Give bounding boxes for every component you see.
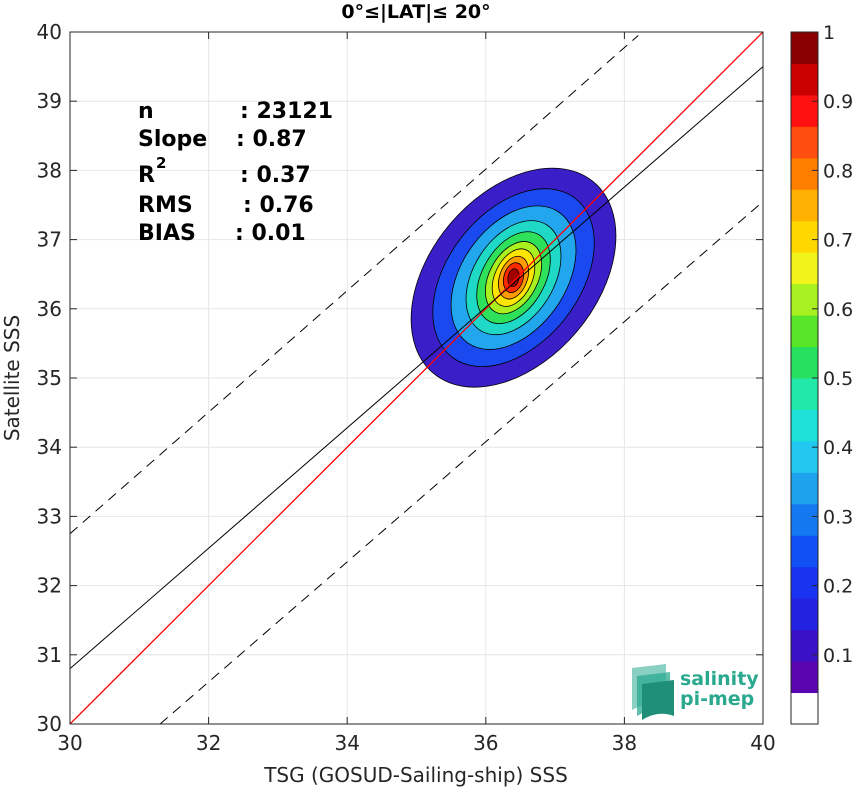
stat-r2-sup: 2	[156, 154, 166, 172]
y-tick-label: 36	[37, 297, 62, 321]
colorbar-segment	[791, 629, 818, 662]
colorbar-segment	[791, 378, 818, 410]
logo-line1: salinity	[680, 668, 759, 690]
x-axis-label: TSG (GOSUD-Sailing-ship) SSS	[263, 763, 568, 787]
colorbar-segment	[791, 315, 818, 348]
colorbar-segment	[791, 252, 818, 285]
colorbar-tick-label: 0.8	[823, 160, 853, 182]
contour-layer	[410, 167, 617, 388]
stat-n-value: : 23121	[240, 99, 333, 124]
colorbar-segment	[791, 472, 818, 505]
colorbar-tick-label: 0.5	[823, 368, 853, 390]
stat-slope-key: Slope	[138, 127, 207, 152]
y-axis-label: Satellite SSS	[0, 315, 24, 441]
grid-layer	[69, 31, 764, 725]
stat-slope-value: : 0.87	[236, 127, 307, 152]
salinity-pi-mep-logo: salinity pi-mep	[632, 664, 759, 720]
colorbar-tick-label: 0.6	[823, 299, 853, 321]
y-tick-label: 32	[37, 574, 62, 598]
regression-line	[70, 66, 763, 670]
x-tick-label: 32	[196, 731, 221, 755]
colorbar-tick-label: 0.3	[823, 506, 853, 528]
y-tick-label: 34	[37, 435, 62, 459]
colorbar-segment	[791, 409, 818, 442]
chart-title: 0°≤|LAT|≤ 20°	[341, 1, 490, 23]
x-tick-label: 38	[612, 731, 637, 755]
colorbar-segment	[791, 661, 818, 694]
colorbar-segment	[791, 189, 818, 222]
colorbar-segment	[791, 503, 818, 536]
colorbar-tick-label: 0.1	[823, 645, 853, 667]
y-tick-label: 39	[37, 89, 62, 113]
colorbar-segment	[791, 32, 818, 64]
upper-bound-dashed-line	[70, 35, 639, 535]
colorbar-tick-label: 0.4	[823, 437, 853, 459]
colorbar-segment	[791, 126, 818, 159]
colorbar: 0.1 0.2 0.3 0.4 0.5 0.6 0.7 0.8 0.9 1	[790, 22, 853, 725]
colorbar-tick-label: 0.7	[823, 230, 853, 252]
lower-bound-dashed-line	[159, 201, 763, 724]
stat-n-key: n	[138, 99, 154, 124]
colorbar-segment	[791, 566, 818, 599]
colorbar-segment	[791, 440, 818, 473]
colorbar-segment	[791, 63, 818, 96]
x-tick-label: 34	[334, 731, 359, 755]
stat-bias-key: BIAS	[138, 221, 196, 246]
identity-line	[70, 32, 763, 724]
colorbar-segment	[791, 692, 818, 725]
stat-rms-value: : 0.76	[243, 193, 314, 218]
colorbar-segment	[791, 346, 818, 379]
y-tick-label: 30	[37, 712, 62, 736]
colorbar-segment	[791, 598, 818, 631]
colorbar-tick-label: 1	[823, 22, 835, 44]
y-tick-label: 38	[37, 158, 62, 182]
logo-line2: pi-mep	[680, 688, 754, 710]
axis-layer: 30 32 34 36 38 40 30 31 32 33 34 35 36 37 38 39 40	[37, 20, 776, 755]
logo-wave-icon	[632, 664, 674, 720]
colorbar-segment	[791, 283, 818, 316]
colorbar-tick-label: 0.9	[823, 91, 853, 113]
colorbar-segment	[791, 535, 818, 568]
colorbar-segment	[791, 220, 818, 253]
x-tick-label: 30	[57, 731, 82, 755]
y-tick-label: 35	[37, 366, 62, 390]
stat-rms-key: RMS	[138, 193, 193, 218]
y-tick-label: 40	[37, 20, 62, 44]
line-layer	[70, 32, 763, 724]
stat-bias-value: : 0.01	[235, 221, 306, 246]
colorbar-segment	[791, 94, 818, 127]
colorbar-tick-label: 0.2	[823, 576, 853, 598]
colorbar-segment	[791, 157, 818, 190]
y-tick-label: 31	[37, 643, 62, 667]
y-tick-label: 33	[37, 504, 62, 528]
stat-r2-key: R	[138, 163, 155, 188]
x-tick-label: 36	[473, 731, 498, 755]
x-tick-label: 40	[750, 731, 775, 755]
stat-r2-value: : 0.37	[240, 163, 311, 188]
stats-block: n : 23121 Slope : 0.87 R 2 : 0.37 RMS : …	[138, 99, 333, 246]
y-tick-label: 37	[37, 228, 62, 252]
